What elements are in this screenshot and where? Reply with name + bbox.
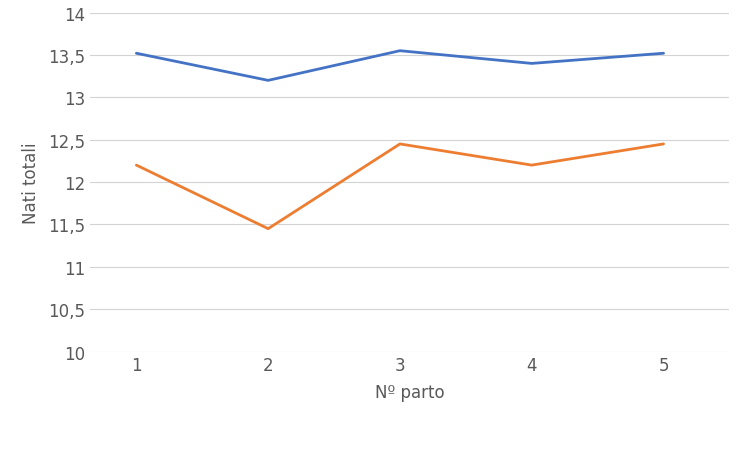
B [396,142,405,147]
Y-axis label: Nati totali: Nati totali [22,142,40,223]
A [132,51,141,57]
B [132,163,141,168]
B [264,226,273,232]
B [527,163,536,168]
A [264,78,273,84]
X-axis label: Nº parto: Nº parto [375,383,444,401]
A [527,61,536,67]
B [659,142,668,147]
A [659,51,668,57]
Line: B: B [136,145,663,229]
A [396,49,405,54]
Line: A: A [136,51,663,81]
